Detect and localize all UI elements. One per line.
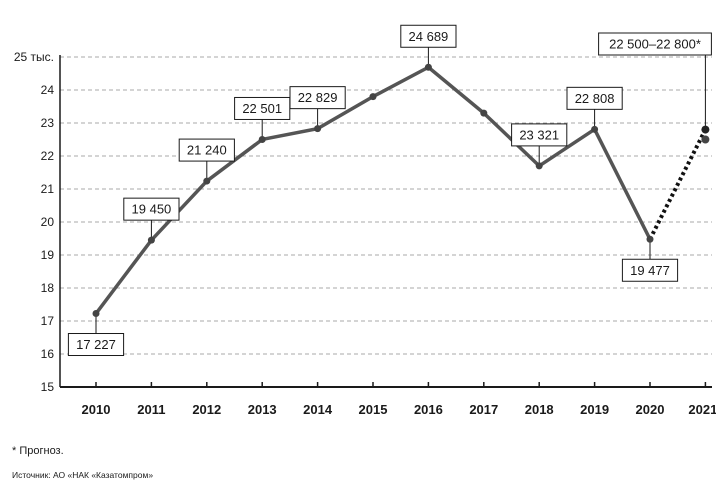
data-label-box [67,333,125,357]
x-tick-label: 2021* [688,402,716,417]
x-tick-label: 2011 [137,402,165,417]
y-tick-label: 24 [41,83,55,97]
y-tick-label: 19 [41,248,55,262]
y-tick-label: 21 [41,182,55,196]
y-tick-label: 25 тыс. [14,50,54,64]
data-point [203,177,211,185]
grid-lines [60,56,712,355]
data-label-box [566,86,623,110]
x-tick-label: 2019 [580,402,609,417]
data-label-box [621,258,679,282]
forecast-line [648,128,708,241]
data-points [92,63,710,318]
x-tick-label: 2016 [414,402,443,417]
data-point [591,125,599,133]
line-chart: 15 16 17 18 19 20 21 22 23 24 25 тыс. 2010 2011 2012… [14,24,716,417]
data-label-box [400,24,457,48]
data-label: 21 240 [187,143,227,158]
forecast-point-high [701,125,710,134]
y-tick-label: 20 [41,215,55,229]
data-point [369,93,377,101]
y-tick-label: 18 [41,281,55,295]
data-point [258,135,266,143]
data-label-box [598,32,712,56]
x-tick-label: 2010 [82,402,111,417]
data-label-box [123,197,180,221]
data-label: 19 477 [630,263,670,278]
data-point [646,235,654,243]
forecast-point-low [701,135,710,144]
y-axis-ticks: 15 16 17 18 19 20 21 22 23 24 25 тыс. [14,50,54,394]
data-point [92,310,100,318]
data-label-box [178,138,235,162]
data-point [535,162,543,170]
x-tick-label: 2018 [525,402,554,417]
data-label-box [289,86,346,110]
y-tick-label: 22 [41,149,55,163]
x-tick-label: 2017 [469,402,498,417]
data-label: 17 227 [76,337,116,352]
data-label: 19 450 [132,202,172,217]
source-note: Источник: АО «НАК «Казатомпром» [12,470,154,480]
data-point [424,63,432,71]
data-label-box [511,123,568,147]
y-tick-label: 17 [41,314,55,328]
forecast-footnote: * Прогноз. [12,445,64,457]
data-label: 23 321 [519,127,559,142]
x-tick-label: 2020 [636,402,665,417]
x-tick-label: 2013 [248,402,277,417]
data-point [480,109,488,117]
data-label: 22 501 [242,101,282,116]
axes [59,55,712,388]
data-label: 24 689 [409,29,449,44]
data-label: 22 500–22 800* [609,37,701,52]
data-label: 22 808 [575,91,615,106]
y-tick-label: 23 [41,116,55,130]
data-label: 22 829 [298,90,338,105]
x-tick-label: 2015 [359,402,388,417]
data-labels: 17 227 19 450 21 240 22 501 22 829 24 689 23 3… [67,24,712,357]
x-tick-label: 2014 [303,402,333,417]
data-point [147,236,155,244]
data-point [314,125,322,133]
y-tick-label: 16 [41,347,55,361]
x-axis-ticks: 2010 2011 2012 2013 2014 2015 2016 2017 2018 2019… [82,382,716,417]
y-tick-label: 15 [41,380,55,394]
x-tick-label: 2012 [192,402,221,417]
